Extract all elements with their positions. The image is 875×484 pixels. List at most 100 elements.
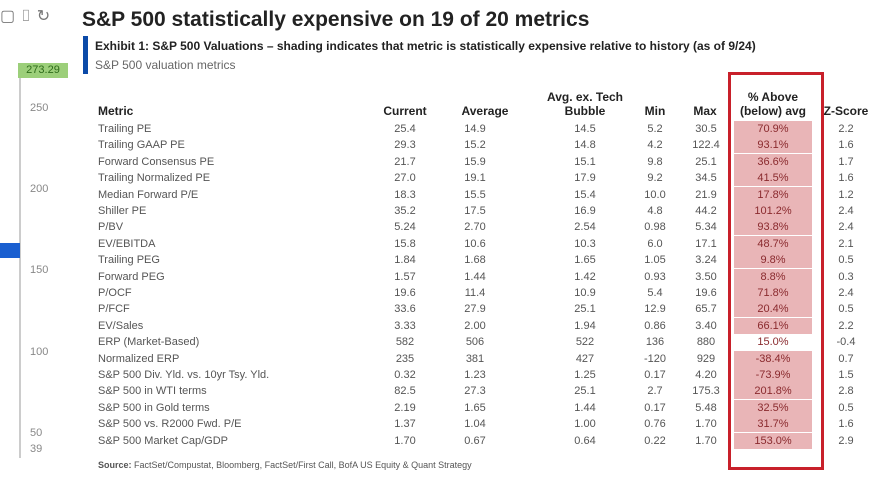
cell-current: 82.5 xyxy=(394,385,416,398)
table-row: S&P 500 vs. R2000 Fwd. P/E 1.37 1.04 1.00 0.… xyxy=(0,416,875,432)
cell-current: 582 xyxy=(395,336,415,349)
table-row: ERP (Market-Based) 582 506 522 136 880 15.0% -0… xyxy=(0,334,875,350)
cell-current: 15.8 xyxy=(394,237,416,250)
cell-min: 0.17 xyxy=(644,369,666,381)
cell-avg-ex-tech: 427 xyxy=(575,352,595,365)
cell-z-score: 0.5 xyxy=(838,303,854,316)
cell-z-score: 2.2 xyxy=(838,319,854,332)
expensive-shading xyxy=(734,301,812,318)
expensive-shading xyxy=(734,219,812,236)
table-row: Trailing Normalized PE 27.0 19.1 17.9 9.2 34.… xyxy=(0,170,875,186)
cell-min: 2.7 xyxy=(647,385,663,398)
expensive-shading xyxy=(734,268,812,285)
cell-average: 1.68 xyxy=(464,254,486,267)
price-axis-line xyxy=(19,78,21,458)
cell-avg-ex-tech: 25.1 xyxy=(574,303,596,316)
cell-average: 2.70 xyxy=(464,221,486,234)
cell-max: 44.2 xyxy=(695,205,717,217)
crop-icon[interactable]: ⌷ xyxy=(21,8,37,25)
cell-min: 4.8 xyxy=(647,205,663,217)
cell-metric: Forward Consensus PE xyxy=(98,155,215,168)
refresh-icon[interactable]: ↻ xyxy=(36,8,57,25)
header-pct: % Above (below) avg xyxy=(733,90,813,118)
cell-max: 3.50 xyxy=(695,270,717,283)
table-row: Trailing PE 25.4 14.9 14.5 5.2 30.5 70.9% 2.2 xyxy=(0,121,875,137)
cell-max: 1.70 xyxy=(695,434,717,447)
cell-min: 136 xyxy=(645,336,665,349)
cell-avg-ex-tech: 10.9 xyxy=(574,287,596,299)
cell-pct: 8.8% xyxy=(760,270,786,283)
exhibit-subtitle: S&P 500 valuation metrics xyxy=(95,58,236,72)
cell-average: 11.4 xyxy=(464,287,486,299)
expensive-shading xyxy=(734,203,812,219)
cell-pct: 15.0% xyxy=(757,336,789,349)
header-current: Current xyxy=(383,104,427,118)
cell-z-score: 2.9 xyxy=(838,434,854,447)
cell-avg-ex-tech: 15.4 xyxy=(574,188,596,201)
expensive-shading xyxy=(734,350,812,367)
cell-avg-ex-tech: 1.44 xyxy=(574,401,596,414)
cell-max: 25.1 xyxy=(695,155,717,168)
cell-avg-ex-tech: 15.1 xyxy=(574,155,596,168)
source-note: Source: FactSet/Compustat, Bloomberg, Fa… xyxy=(98,460,472,470)
cell-current: 235 xyxy=(395,352,415,365)
cell-pct: 70.9% xyxy=(757,123,789,135)
cell-current: 18.3 xyxy=(394,188,416,201)
cell-z-score: 0.3 xyxy=(838,270,854,283)
header-average: Average xyxy=(461,104,509,118)
table-row: P/BV 5.24 2.70 2.54 0.98 5.34 93.8% 2.4 xyxy=(0,219,875,235)
cell-average: 19.1 xyxy=(464,172,486,185)
cell-z-score: 1.6 xyxy=(838,418,854,431)
exhibit-title: Exhibit 1: S&P 500 Valuations – shading … xyxy=(95,39,756,53)
accent-bar xyxy=(83,36,88,74)
cell-current: 3.33 xyxy=(394,319,416,332)
cell-current: 2.19 xyxy=(394,401,416,414)
cell-metric: Trailing GAAP PE xyxy=(98,139,185,152)
cell-min: 9.8 xyxy=(647,155,663,168)
cell-metric: Median Forward P/E xyxy=(98,188,199,201)
cell-avg-ex-tech: 2.54 xyxy=(574,221,596,234)
cell-z-score: 1.7 xyxy=(838,155,854,168)
cell-min: 12.9 xyxy=(644,303,666,316)
cell-metric: S&P 500 in WTI terms xyxy=(98,385,207,398)
cell-min: 0.93 xyxy=(644,270,666,283)
cell-avg-ex-tech: 10.3 xyxy=(574,237,596,250)
cell-z-score: 1.2 xyxy=(838,188,854,201)
expensive-shading xyxy=(734,432,812,449)
cell-average: 15.5 xyxy=(464,188,486,201)
axis-tick: 200 xyxy=(30,183,49,195)
cell-average: 0.67 xyxy=(464,434,486,447)
expensive-shading xyxy=(734,252,812,269)
table-row: Trailing GAAP PE 29.3 15.2 14.8 4.2 122.4 93.1… xyxy=(0,137,875,153)
cell-z-score: 1.6 xyxy=(838,172,854,185)
table-row: Forward Consensus PE 21.7 15.9 15.1 9.8 25.1 3… xyxy=(0,154,875,170)
cell-z-score: 2.1 xyxy=(838,237,854,250)
header-metric: Metric xyxy=(98,104,134,118)
table-row: EV/EBITDA 15.8 10.6 10.3 6.0 17.1 48.7% 2.1 xyxy=(0,236,875,252)
cell-average: 27.3 xyxy=(464,385,486,398)
cell-max: 34.5 xyxy=(695,172,717,185)
cell-metric: S&P 500 in Gold terms xyxy=(98,401,210,414)
cell-pct: 36.6% xyxy=(757,155,789,168)
cell-metric: Trailing PE xyxy=(98,123,152,135)
cell-pct: 93.8% xyxy=(757,221,789,234)
expensive-shading xyxy=(734,383,812,400)
cell-metric: Shiller PE xyxy=(98,205,147,217)
price-marker[interactable] xyxy=(0,243,20,258)
axis-tick: 150 xyxy=(30,264,49,276)
cell-current: 1.57 xyxy=(394,270,416,283)
cell-avg-ex-tech: 17.9 xyxy=(574,172,596,185)
cell-current: 5.24 xyxy=(394,221,416,234)
table-row: Forward PEG 1.57 1.44 1.42 0.93 3.50 8.8% 0.3 xyxy=(0,269,875,285)
cell-max: 5.34 xyxy=(695,221,717,234)
square-icon[interactable]: ▢ xyxy=(0,8,22,25)
cell-pct: 93.1% xyxy=(757,139,789,152)
cell-min: 5.4 xyxy=(647,287,663,299)
cell-max: 19.6 xyxy=(695,287,717,299)
toolbar-icons[interactable]: ▢⌷↻ xyxy=(0,6,56,26)
cell-avg-ex-tech: 25.1 xyxy=(574,385,596,398)
cell-avg-ex-tech: 14.8 xyxy=(574,139,596,152)
axis-tick: 50 xyxy=(30,427,43,439)
cell-max: 17.1 xyxy=(695,237,717,250)
header-avg-ex-tech: Avg. ex. Tech Bubble xyxy=(540,90,630,118)
